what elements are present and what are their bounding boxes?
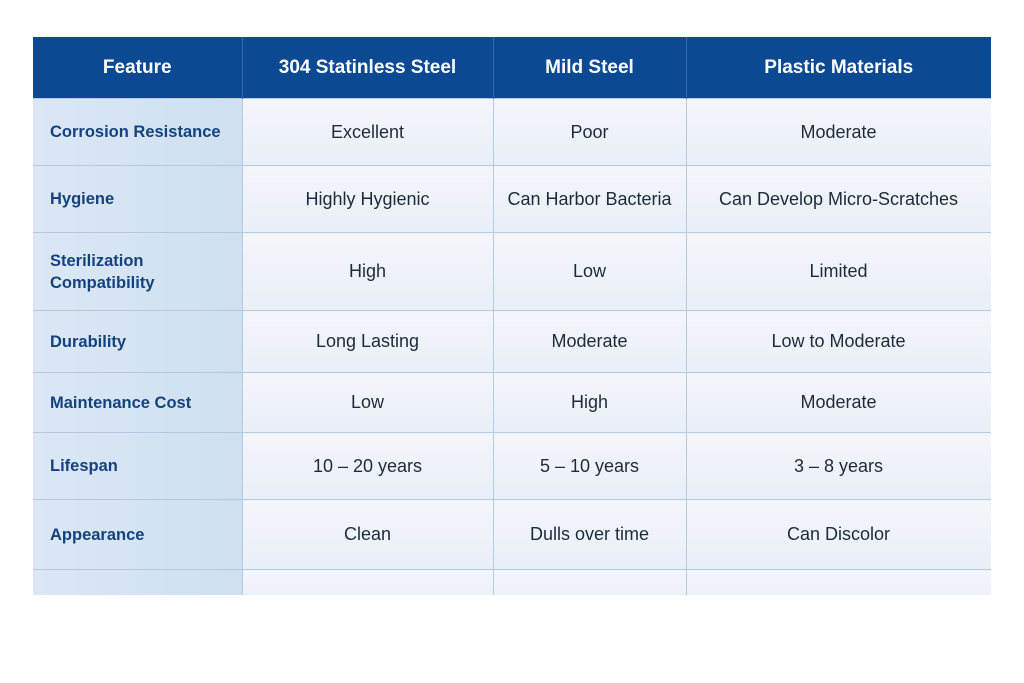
mild-steel-cell: Moderate bbox=[492, 310, 687, 373]
header-mild-steel: Mild Steel bbox=[493, 37, 687, 99]
feature-cell: Corrosion Resistance bbox=[33, 98, 243, 166]
table-row: Corrosion Resistance Excellent Poor Mode… bbox=[33, 98, 991, 166]
feature-cell: Durability bbox=[33, 310, 243, 373]
mild-steel-cell: Dulls over time bbox=[492, 499, 687, 570]
stainless-cell: Excellent bbox=[241, 98, 494, 166]
plastic-cell: Limited bbox=[685, 232, 991, 311]
header-feature: Feature bbox=[33, 37, 243, 99]
feature-cell: Sterilization Compatibility bbox=[33, 232, 243, 311]
mild-steel-cell: Can Harbor Bacteria bbox=[492, 165, 687, 233]
stainless-cell: High bbox=[241, 232, 494, 311]
header-304-stainless-steel: 304 Statinless Steel bbox=[242, 37, 494, 99]
mild-steel-cell: High bbox=[492, 372, 687, 433]
mild-steel-cell: Poor bbox=[492, 98, 687, 166]
feature-cell: Hygiene bbox=[33, 165, 243, 233]
header-plastic-materials: Plastic Materials bbox=[686, 37, 991, 99]
stainless-cell: Low bbox=[241, 372, 494, 433]
feature-cell: Appearance bbox=[33, 499, 243, 570]
stainless-cell: Highly Hygienic bbox=[241, 165, 494, 233]
comparison-table-container: Feature 304 Statinless Steel Mild Steel … bbox=[33, 37, 991, 595]
stainless-cell bbox=[241, 569, 494, 595]
table-row: Durability Long Lasting Moderate Low to … bbox=[33, 310, 991, 373]
table-row: Hygiene Highly Hygienic Can Harbor Bacte… bbox=[33, 165, 991, 233]
material-comparison-table: Feature 304 Statinless Steel Mild Steel … bbox=[33, 37, 991, 595]
table-row: Sterilization Compatibility High Low Lim… bbox=[33, 232, 991, 311]
plastic-cell: Can Discolor bbox=[685, 499, 991, 570]
plastic-cell: Can Develop Micro-Scratches bbox=[685, 165, 991, 233]
feature-cell: Maintenance Cost bbox=[33, 372, 243, 433]
mild-steel-cell bbox=[492, 569, 687, 595]
stainless-cell: 10 – 20 years bbox=[241, 432, 494, 500]
feature-cell bbox=[33, 569, 243, 595]
plastic-cell: Moderate bbox=[685, 372, 991, 433]
table-header-row: Feature 304 Statinless Steel Mild Steel … bbox=[33, 37, 991, 99]
plastic-cell: Moderate bbox=[685, 98, 991, 166]
plastic-cell bbox=[685, 569, 991, 595]
table-row-truncated bbox=[33, 569, 991, 595]
table-row: Lifespan 10 – 20 years 5 – 10 years 3 – … bbox=[33, 432, 991, 500]
plastic-cell: 3 – 8 years bbox=[685, 432, 991, 500]
feature-cell: Lifespan bbox=[33, 432, 243, 500]
table-row: Maintenance Cost Low High Moderate bbox=[33, 372, 991, 433]
stainless-cell: Long Lasting bbox=[241, 310, 494, 373]
stainless-cell: Clean bbox=[241, 499, 494, 570]
mild-steel-cell: Low bbox=[492, 232, 687, 311]
table-row: Appearance Clean Dulls over time Can Dis… bbox=[33, 499, 991, 570]
mild-steel-cell: 5 – 10 years bbox=[492, 432, 687, 500]
plastic-cell: Low to Moderate bbox=[685, 310, 991, 373]
